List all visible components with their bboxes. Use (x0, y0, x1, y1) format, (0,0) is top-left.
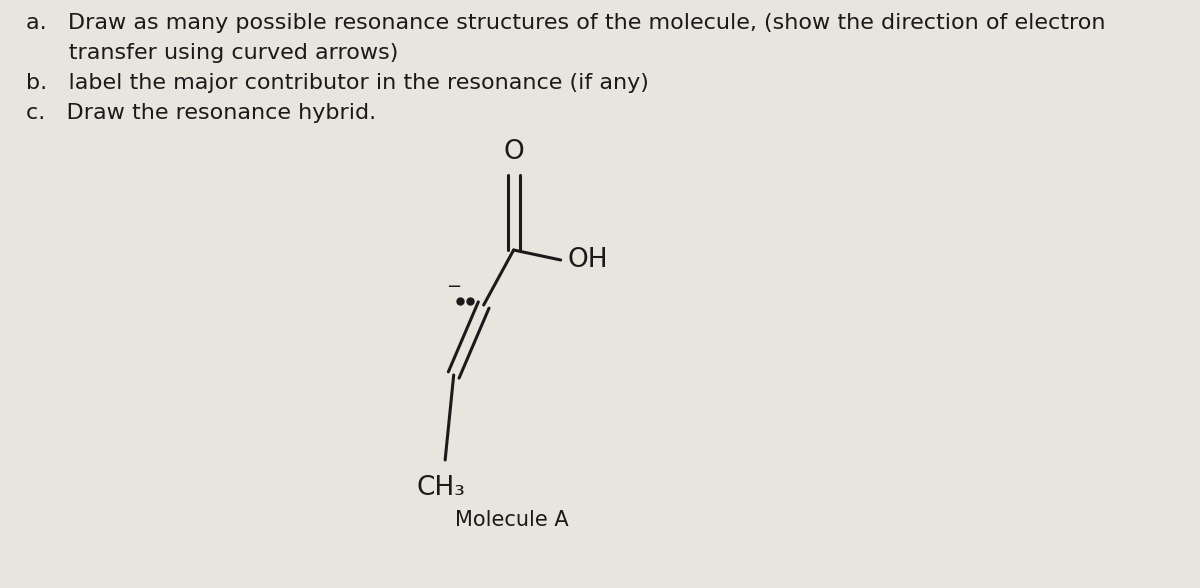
Text: −: − (446, 278, 461, 296)
Text: Molecule A: Molecule A (455, 510, 569, 530)
Text: O: O (503, 139, 524, 165)
Text: b.   label the major contributor in the resonance (if any): b. label the major contributor in the re… (25, 73, 648, 93)
Text: transfer using curved arrows): transfer using curved arrows) (25, 43, 398, 63)
Text: CH₃: CH₃ (416, 475, 466, 501)
Text: a.   Draw as many possible resonance structures of the molecule, (show the direc: a. Draw as many possible resonance struc… (25, 13, 1105, 33)
Text: c.   Draw the resonance hybrid.: c. Draw the resonance hybrid. (25, 103, 376, 123)
Text: OH: OH (568, 247, 608, 273)
